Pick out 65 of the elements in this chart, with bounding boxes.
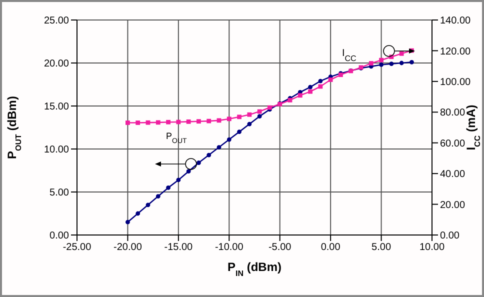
point [399, 60, 404, 66]
point [216, 145, 222, 150]
y2-tick-label: 60.00 [440, 138, 466, 150]
point [318, 78, 323, 84]
point [146, 120, 150, 125]
point [206, 152, 212, 158]
y-tick-label: 0.00 [50, 230, 70, 242]
point [146, 202, 150, 208]
point [186, 119, 191, 124]
point [176, 178, 181, 182]
point [156, 120, 160, 125]
point [389, 62, 394, 66]
y-tick-label: 5.00 [50, 188, 70, 199]
y-tick-label: 20.00 [44, 58, 70, 70]
annotation: I$_{CC}$ [342, 48, 357, 62]
y2-tick-label: 120.00 [440, 46, 472, 58]
point [237, 130, 242, 134]
y-tick-label: 10.00 [44, 144, 70, 156]
point [379, 62, 384, 67]
point [328, 78, 333, 82]
x-tick-label: 10.00 [419, 242, 445, 254]
point [379, 58, 384, 62]
point [176, 120, 181, 124]
y-tick-label: 15.00 [44, 102, 70, 113]
point [247, 122, 252, 126]
y2-tick-label: 100.00 [440, 76, 472, 88]
x-tick-label: -5.00 [268, 242, 292, 254]
y2-tick-label: 40.00 [440, 169, 466, 180]
point [136, 211, 140, 216]
point [318, 84, 323, 89]
point [308, 84, 312, 90]
x-tick-label: -25.00 [62, 242, 92, 254]
y2-tick-label: 80.00 [440, 108, 466, 119]
point [237, 114, 242, 120]
point [226, 116, 232, 122]
y2-tick-label: 140.00 [440, 16, 472, 27]
y2-tick-label: 0.00 [440, 230, 460, 242]
point [257, 109, 262, 114]
point [126, 120, 130, 125]
x-tick-label: -10.00 [214, 242, 244, 254]
point [298, 93, 302, 98]
point [257, 114, 262, 119]
point [410, 60, 414, 64]
point [186, 169, 191, 174]
point [196, 119, 201, 124]
point [206, 118, 212, 124]
point [399, 51, 404, 56]
point [247, 112, 252, 117]
x-axis-title: P$_{IN}$ (dBm) [227, 260, 282, 278]
y-tick-label: 25.00 [44, 16, 70, 27]
point [226, 137, 232, 142]
point [166, 186, 170, 190]
x-tick-label: 5.00 [372, 242, 392, 254]
x-tick-label: -20.00 [114, 242, 142, 254]
point [126, 220, 130, 224]
point [216, 118, 222, 123]
point [136, 120, 140, 125]
point [308, 89, 312, 94]
x-tick-label: 0.00 [320, 242, 341, 254]
y2-tick-label: 20.00 [440, 200, 466, 211]
x-tick-label: -15.00 [164, 242, 194, 254]
point [166, 120, 170, 124]
point [368, 61, 374, 66]
point [196, 160, 201, 165]
point [156, 194, 160, 198]
